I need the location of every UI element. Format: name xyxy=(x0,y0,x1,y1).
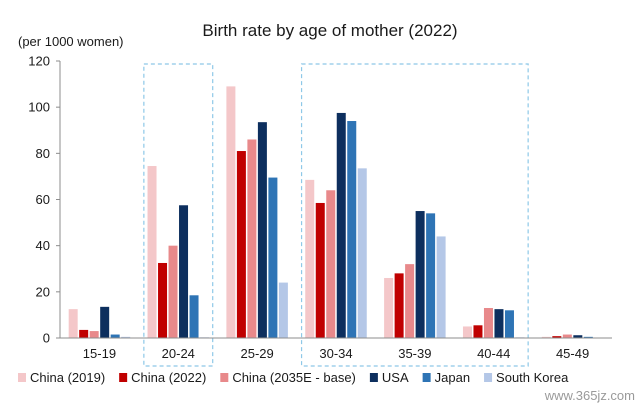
bar-20-24-china-2019 xyxy=(147,166,157,338)
legend-label: China (2022) xyxy=(131,370,206,385)
bar-25-29-china-2022 xyxy=(236,151,246,338)
bar-40-44-japan xyxy=(504,310,514,338)
legend-label: China (2019) xyxy=(30,370,105,385)
bar-15-19-japan xyxy=(110,334,120,338)
highlight-box-1 xyxy=(143,63,214,367)
legend-item: Japan xyxy=(422,370,470,385)
bar-15-19-china-2019 xyxy=(68,309,78,338)
bar-30-34-china-2019 xyxy=(305,179,315,338)
bar-35-39-china-2022 xyxy=(394,273,404,338)
x-tick-label: 40-44 xyxy=(477,346,510,361)
bar-20-24-china-2035e-base xyxy=(168,245,178,338)
y-tick-label: 100 xyxy=(28,100,50,115)
bars xyxy=(68,86,604,339)
watermark: www.365jz.com xyxy=(544,388,635,403)
highlight-box-2 xyxy=(300,63,529,367)
highlight-boxes xyxy=(143,63,529,367)
y-tick-label: 40 xyxy=(36,238,50,253)
legend-swatch xyxy=(422,373,431,382)
legend-item: China (2035E - base) xyxy=(220,370,356,385)
legend-item: China (2022) xyxy=(119,370,206,385)
legend-label: Japan xyxy=(435,370,470,385)
bar-20-24-usa xyxy=(179,205,189,338)
bar-40-44-china-2019 xyxy=(462,326,472,338)
legend-label: USA xyxy=(382,370,409,385)
legend-item: USA xyxy=(369,370,409,385)
y-axis-label: (per 1000 women) xyxy=(18,34,124,49)
bar-15-19-china-2035e-base xyxy=(89,331,99,338)
bar-25-29-china-2035e-base xyxy=(247,139,257,338)
x-tick-label: 45-49 xyxy=(556,346,589,361)
bar-15-19-south-korea xyxy=(121,336,131,338)
x-tick-label: 30-34 xyxy=(319,346,352,361)
bar-30-34-china-2022 xyxy=(315,202,325,338)
axes: 0 20 40 60 80 100 120 15-19 20-24 25-29 30-34 35-39… xyxy=(28,54,612,361)
legend-swatch xyxy=(484,373,493,382)
bar-40-44-usa xyxy=(494,309,504,338)
bar-45-49-china-2022 xyxy=(552,336,562,338)
x-tick-label: 15-19 xyxy=(83,346,116,361)
bar-25-29-south-korea xyxy=(278,282,288,338)
y-tick-label: 120 xyxy=(28,54,50,69)
bar-40-44-china-2022 xyxy=(473,325,483,338)
y-tick-label: 80 xyxy=(36,146,50,161)
y-tick-label: 20 xyxy=(36,284,50,299)
bar-30-34-south-korea xyxy=(357,168,367,338)
bar-20-24-japan xyxy=(189,295,199,338)
bar-35-39-usa xyxy=(415,211,425,338)
bar-45-49-china-2019 xyxy=(541,336,551,338)
x-tick-label: 20-24 xyxy=(162,346,195,361)
legend-item: South Korea xyxy=(484,370,569,385)
bar-35-39-japan xyxy=(426,213,436,338)
bar-15-19-china-2022 xyxy=(79,329,89,338)
legend: China (2019) China (2022) China (2035E - b… xyxy=(18,370,569,385)
x-tick-label: 25-29 xyxy=(241,346,274,361)
legend-item: China (2019) xyxy=(18,370,105,385)
y-tick-label: 60 xyxy=(36,192,50,207)
bar-45-49-japan xyxy=(583,336,593,338)
bar-45-49-china-2035e-base xyxy=(562,334,572,338)
chart-title: Birth rate by age of mother (2022) xyxy=(202,21,457,40)
legend-swatch xyxy=(369,373,378,382)
legend-swatch xyxy=(220,373,229,382)
legend-swatch xyxy=(18,373,26,382)
x-tick-label: 35-39 xyxy=(398,346,431,361)
y-tick-label: 0 xyxy=(43,331,50,346)
legend-label: South Korea xyxy=(496,370,569,385)
bar-35-39-south-korea xyxy=(436,236,446,338)
bar-35-39-china-2019 xyxy=(384,277,394,338)
legend-swatch xyxy=(119,373,128,382)
bar-30-34-china-2035e-base xyxy=(326,190,336,338)
bar-25-29-china-2019 xyxy=(226,86,236,339)
bar-30-34-japan xyxy=(347,121,357,339)
bar-35-39-china-2035e-base xyxy=(405,264,415,338)
legend-label: China (2035E - base) xyxy=(232,370,356,385)
bar-25-29-usa xyxy=(257,122,267,338)
bar-20-24-china-2022 xyxy=(158,262,168,338)
bar-25-29-japan xyxy=(268,177,278,338)
bar-45-49-usa xyxy=(573,335,583,338)
bar-40-44-china-2035e-base xyxy=(483,307,493,338)
bar-15-19-usa xyxy=(100,306,110,338)
bar-30-34-usa xyxy=(336,112,346,338)
